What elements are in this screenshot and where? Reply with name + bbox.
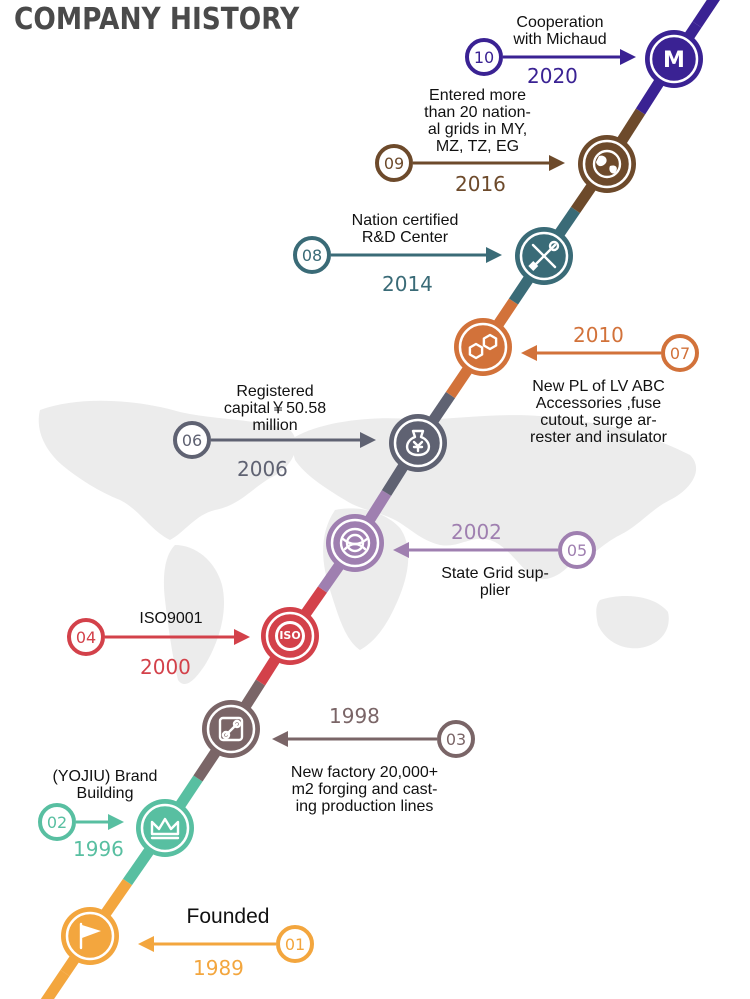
milestone-09: 09 xyxy=(375,144,565,182)
page-title: COMPANY HISTORY xyxy=(14,2,300,37)
iso-icon: ISO xyxy=(275,621,305,651)
arrow-head-icon xyxy=(393,542,409,558)
milestone-label: Cooperation with Michaud xyxy=(513,14,607,48)
milestone-06: 06 xyxy=(173,421,376,459)
milestone-year: 1996 xyxy=(73,837,124,861)
milestone-05: 05 xyxy=(393,531,596,569)
milestone-number-circle xyxy=(558,531,596,569)
milestone-year: 2016 xyxy=(455,172,506,196)
factory-icon-node xyxy=(202,700,260,758)
milestone-number: 09 xyxy=(384,154,404,173)
hexagon-molecule-icon-node xyxy=(454,318,512,376)
milestone-number: 03 xyxy=(446,730,466,749)
arrow-head-icon xyxy=(272,731,288,747)
milestone-08: 08 xyxy=(293,236,502,274)
world-map-background xyxy=(38,400,697,685)
milestone-number-circle xyxy=(437,720,475,758)
milestone-number-circle xyxy=(67,618,105,656)
milestone-year: 2000 xyxy=(140,655,191,679)
money-bag-icon xyxy=(405,429,431,457)
milestone-year: 2020 xyxy=(527,64,578,88)
milestone-node-ring xyxy=(582,139,632,189)
wrench-screwdriver-icon-node xyxy=(515,227,573,285)
milestone-label: Entered more than 20 nation- al grids in… xyxy=(424,87,531,155)
milestone-number: 06 xyxy=(182,431,202,450)
crown-icon-node xyxy=(136,799,194,857)
milestone-year: 2010 xyxy=(573,323,624,347)
state-grid-icon xyxy=(339,527,371,559)
milestone-node-ring xyxy=(65,911,115,961)
factory-icon xyxy=(218,716,244,742)
milestone-label: Founded xyxy=(186,905,270,928)
arrow-head-icon xyxy=(620,49,636,65)
arrow-head-icon xyxy=(360,432,376,448)
milestone-label: Nation certified R&D Center xyxy=(351,212,459,246)
milestone-10: 10 xyxy=(465,38,636,76)
iso-icon-text: ISO xyxy=(279,629,300,642)
hexagon-molecule-icon xyxy=(468,333,498,360)
milestone-label: New PL of LV ABC Accessories ,fuse cutou… xyxy=(530,378,667,446)
globe-icon-node xyxy=(578,135,636,193)
milestone-year: 2002 xyxy=(451,520,502,544)
milestone-number: 02 xyxy=(47,813,67,832)
michaud-logo-icon-node: M xyxy=(645,30,703,88)
milestone-01: 01 xyxy=(138,925,314,963)
milestone-node-ring xyxy=(649,34,699,84)
globe-icon xyxy=(592,149,622,179)
milestone-number-circle xyxy=(38,803,76,841)
timeline-line-segment xyxy=(40,969,70,999)
michaud-logo-icon: M xyxy=(663,48,685,73)
timeline-line-segment xyxy=(692,0,720,28)
wrench-screwdriver-icon xyxy=(528,240,560,271)
iso-icon-node: ISO xyxy=(261,607,319,665)
state-grid-icon-node xyxy=(326,514,384,572)
money-bag-icon-node xyxy=(389,414,447,472)
milestone-number-circle xyxy=(173,421,211,459)
crown-icon xyxy=(150,817,180,840)
milestone-number-circle xyxy=(661,334,699,372)
milestone-node-ring xyxy=(393,418,443,468)
milestone-label: State Grid sup- plier xyxy=(441,565,549,599)
milestone-number: 07 xyxy=(670,344,690,363)
milestone-label: (YOJIU) Brand Building xyxy=(52,768,158,802)
milestone-number-circle xyxy=(276,925,314,963)
milestone-03: 03 xyxy=(272,720,475,758)
milestone-number: 10 xyxy=(474,48,494,67)
milestone-year: 2006 xyxy=(237,457,288,481)
milestone-number: 04 xyxy=(76,628,96,647)
arrow-head-icon xyxy=(108,814,124,830)
milestone-number-circle xyxy=(293,236,331,274)
milestone-number-circle xyxy=(465,38,503,76)
milestone-number: 01 xyxy=(285,935,305,954)
arrow-head-icon xyxy=(138,936,154,952)
michaud-logo-text: M xyxy=(663,48,685,73)
arrow-head-icon xyxy=(486,247,502,263)
arrow-head-icon xyxy=(234,629,250,645)
milestone-02: 02 xyxy=(38,803,124,841)
milestone-label: Registered capital￥50.58 million xyxy=(223,383,327,434)
milestone-year: 1998 xyxy=(329,704,380,728)
milestone-04: 04 xyxy=(67,618,250,656)
milestone-year: 2014 xyxy=(382,272,433,296)
flag-icon xyxy=(79,922,101,950)
milestone-label: New factory 20,000+ m2 forging and cast-… xyxy=(290,764,439,815)
flag-icon-node xyxy=(61,907,119,965)
milestone-number: 08 xyxy=(302,246,322,265)
arrow-head-icon xyxy=(549,155,565,171)
milestone-node-ring xyxy=(140,803,190,853)
milestone-07: 07 xyxy=(521,334,699,372)
milestone-year: 1989 xyxy=(193,956,244,980)
milestone-number: 05 xyxy=(567,541,587,560)
milestone-label: ISO9001 xyxy=(139,610,203,627)
arrow-head-icon xyxy=(521,345,537,361)
milestone-number-circle xyxy=(375,144,413,182)
